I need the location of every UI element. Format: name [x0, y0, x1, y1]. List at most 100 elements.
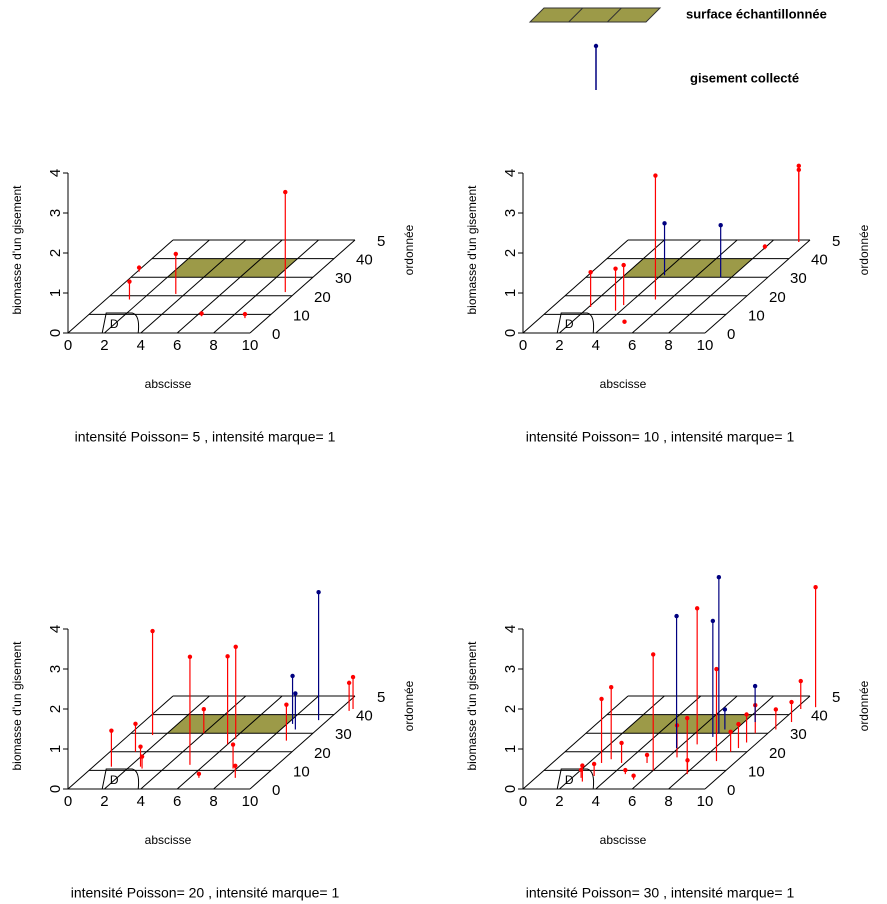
x-tick-label: 8 [664, 793, 672, 810]
point-dot [798, 678, 803, 684]
x-tick-label: 10 [242, 337, 259, 354]
point-dot [346, 680, 352, 686]
z-tick-label: 3 [502, 209, 519, 217]
z-tick-label: 1 [47, 745, 64, 753]
point [813, 584, 818, 708]
z-axis-label: biomasse d'un gisement [465, 641, 479, 771]
point-dot [199, 311, 204, 316]
y-tick-label: 0 [272, 326, 280, 343]
point [722, 707, 728, 730]
point-dot [283, 189, 288, 195]
grid-line [595, 239, 702, 334]
grid-line [704, 695, 811, 790]
y-tick-label: 40 [356, 252, 373, 269]
x-tick-label: 2 [100, 793, 108, 810]
point [762, 244, 768, 250]
grid-line [249, 695, 356, 790]
point-dot [350, 674, 356, 680]
y-tick-label: 10 [293, 763, 310, 780]
point-dot [609, 685, 614, 690]
point [631, 773, 636, 780]
z-axis-label: biomasse d'un gisement [465, 185, 479, 315]
y-axis-label: ordonnée [402, 680, 416, 731]
z-tick-label: 0 [502, 785, 519, 793]
sampled-area [167, 258, 298, 278]
point-dot [662, 221, 667, 226]
point-dot [789, 699, 794, 705]
point [591, 761, 597, 776]
x-tick-label: 6 [173, 337, 181, 354]
sampled-area [167, 714, 298, 734]
point-dot [133, 721, 138, 726]
y-tick-label: 20 [314, 289, 331, 306]
point-dot [284, 702, 289, 707]
y-tick-label: 20 [769, 289, 786, 306]
point [744, 712, 749, 743]
x-tick-label: 8 [664, 337, 672, 354]
x-tick-label: 8 [209, 793, 217, 810]
grid-line [631, 695, 738, 790]
point-dot [644, 752, 650, 758]
point [133, 721, 138, 752]
region-label: D [110, 773, 119, 787]
grid-line [249, 239, 356, 334]
point [290, 673, 295, 724]
point-dot [744, 712, 749, 717]
region-label: D [565, 317, 574, 331]
point-dot [622, 319, 627, 324]
region-outline [556, 312, 595, 334]
y-tick-label: 10 [748, 763, 765, 780]
grid-line [559, 239, 665, 334]
sampled-area [622, 258, 753, 278]
z-tick-label: 2 [47, 705, 64, 713]
point [173, 251, 178, 294]
point [230, 742, 236, 769]
z-tick-label: 1 [502, 745, 519, 753]
panel-title: intensité Poisson= 30 , intensité marque… [526, 885, 795, 901]
x-tick-label: 2 [100, 337, 108, 354]
point-dot [623, 767, 628, 773]
point [199, 311, 204, 317]
grid-line [668, 695, 774, 790]
point-dot [316, 589, 321, 595]
point [233, 763, 238, 778]
legend-collected-dot [593, 43, 599, 49]
point [196, 771, 202, 778]
z-tick-label: 1 [47, 289, 64, 297]
point-dot [139, 754, 145, 759]
point [293, 691, 298, 730]
x-tick-label: 6 [628, 337, 636, 354]
point [578, 767, 584, 778]
point [718, 223, 723, 278]
x-tick-label: 4 [592, 337, 600, 354]
grid-line [213, 695, 319, 790]
point-dot [621, 262, 626, 268]
x-axis-label: abscisse [145, 833, 192, 847]
point [150, 628, 155, 736]
z-tick-label: 2 [47, 249, 64, 257]
region-label: D [565, 773, 574, 787]
legend-surface-cell [607, 7, 622, 23]
grid-line [176, 239, 283, 334]
point-dot [138, 744, 143, 749]
x-tick-label: 10 [697, 337, 714, 354]
point [201, 707, 206, 734]
x-tick-label: 0 [519, 337, 527, 354]
legend: surface échantillonnée gisement collecté [528, 6, 827, 90]
panel-title: intensité Poisson= 5 , intensité marque=… [75, 429, 336, 445]
region-outline [556, 768, 595, 790]
point-dot [694, 606, 700, 611]
point [599, 696, 604, 763]
z-tick-label: 3 [502, 665, 519, 673]
grid-line [522, 695, 629, 790]
point-dot [773, 707, 779, 712]
point [619, 740, 624, 763]
point [127, 279, 132, 300]
y-tick-label: 30 [335, 270, 352, 287]
point [622, 319, 627, 324]
point-dot [578, 767, 584, 773]
y-tick-label: 30 [790, 270, 807, 287]
point [685, 758, 690, 773]
point [674, 613, 679, 749]
